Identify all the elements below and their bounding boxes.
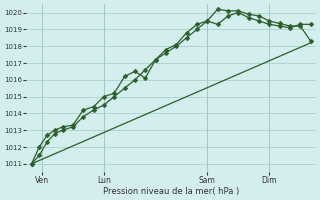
X-axis label: Pression niveau de la mer( hPa ): Pression niveau de la mer( hPa ) xyxy=(103,187,239,196)
